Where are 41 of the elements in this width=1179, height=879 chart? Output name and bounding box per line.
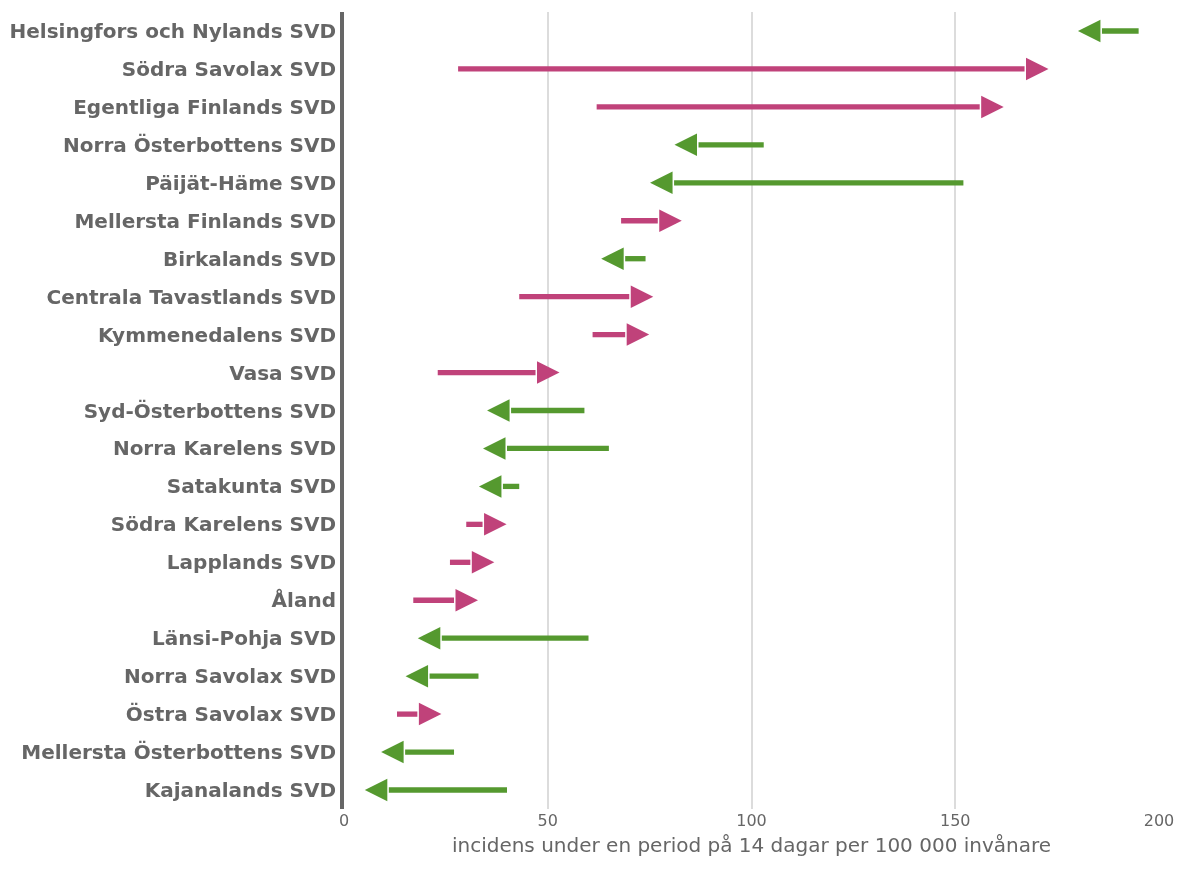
bar	[674, 180, 964, 186]
y-tick-label: Norra Karelens SVD	[112, 436, 336, 461]
y-tick-label: Kajanalands SVD	[144, 778, 336, 803]
y-tick-label: Mellersta Finlands SVD	[74, 208, 336, 233]
bar	[449, 559, 471, 565]
bar	[405, 749, 455, 755]
x-tick-label: 200	[1143, 811, 1175, 830]
bar	[396, 711, 418, 717]
x-axis-title: incidens under en period på 14 dagar per 100 000 invånare	[451, 832, 1052, 857]
y-tick-label: Centrala Tavastlands SVD	[46, 284, 336, 309]
y-tick-label: Päijät-Häme SVD	[145, 170, 336, 195]
x-tick-label: 100	[736, 811, 767, 830]
y-tick-label: Mellersta Österbottens SVD	[21, 740, 336, 765]
bar	[413, 597, 455, 603]
bar	[1101, 28, 1139, 34]
y-tick-label: Satakunta SVD	[166, 474, 336, 499]
y-tick-label: Syd-Österbottens SVD	[83, 398, 336, 423]
x-tick-label: 50	[537, 811, 558, 830]
y-tick-label: Östra Savolax SVD	[125, 702, 336, 727]
x-tick-label: 150	[939, 811, 971, 830]
y-tick-label: Länsi-Pohja SVD	[152, 626, 336, 651]
y-tick-label: Norra Savolax SVD	[123, 664, 336, 689]
bar	[388, 787, 507, 793]
bar	[458, 66, 1025, 72]
y-tick-label: Helsingfors och Nylands SVD	[9, 18, 336, 43]
y-tick-label: Åland	[271, 588, 336, 613]
bar	[596, 104, 980, 110]
y-tick-label: Egentliga Finlands SVD	[73, 94, 336, 119]
bar	[441, 635, 589, 641]
y-tick-label: Birkalands SVD	[162, 246, 336, 271]
y-tick-label: Kymmenedalens SVD	[97, 322, 336, 347]
bar	[698, 142, 764, 148]
y-tick-label: Södra Savolax SVD	[121, 56, 336, 81]
x-tick-label: 0	[338, 811, 350, 830]
y-tick-label: Lapplands SVD	[166, 550, 336, 575]
bar	[621, 218, 658, 224]
bar	[429, 673, 479, 679]
y-tick-label: Vasa SVD	[229, 360, 336, 385]
y-tick-label: Norra Österbottens SVD	[63, 132, 336, 157]
y-tick-label: Södra Karelens SVD	[110, 512, 336, 537]
bar	[625, 256, 646, 262]
